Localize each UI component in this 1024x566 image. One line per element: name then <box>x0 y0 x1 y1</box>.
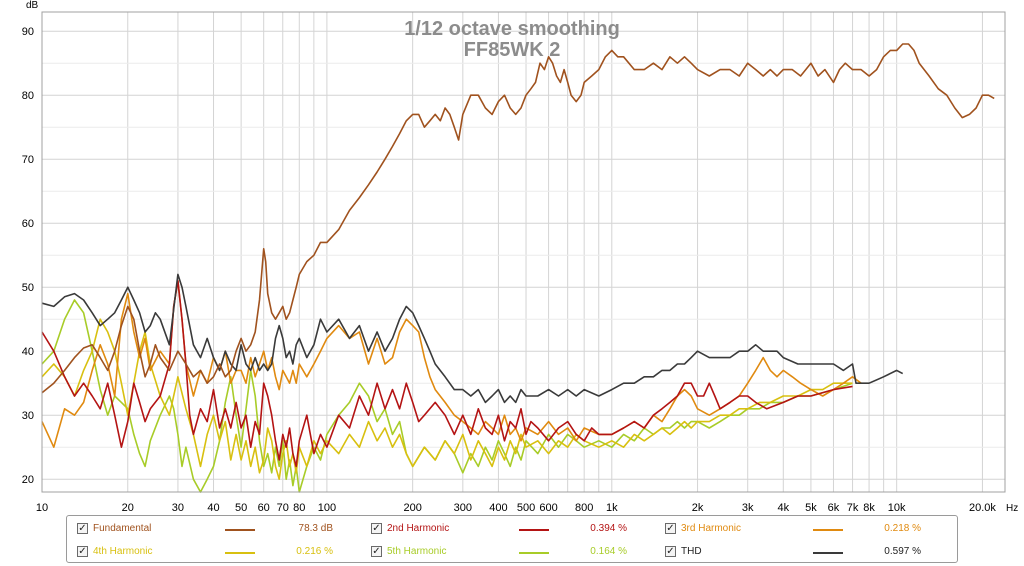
x-tick-label: 800 <box>575 502 593 514</box>
y-ticks: 20 30 40 50 60 70 80 90 <box>22 26 34 486</box>
legend-value: 78.3 dB <box>298 523 333 534</box>
x-tick-label: 300 <box>454 502 472 514</box>
x-tick-label: 1k <box>606 502 618 514</box>
x-tick-label: 200 <box>403 502 421 514</box>
y-tick-label: 70 <box>22 154 34 166</box>
legend-item-thd[interactable]: ✓ THD 0.597 % <box>665 544 945 560</box>
legend-label: Fundamental <box>93 523 152 534</box>
x-tick-label: 500 <box>517 502 535 514</box>
x-tick-label: 2k <box>692 502 704 514</box>
x-tick-label: 100 <box>318 502 336 514</box>
frequency-response-chart: dB 20 30 40 50 60 70 80 90 10 20 30 40 50 60 70 80 100 2… <box>22 0 1018 514</box>
legend-value: 0.216 % <box>296 546 333 557</box>
x-tick-label: 10k <box>888 502 906 514</box>
legend-checkbox[interactable]: ✓ <box>77 523 88 534</box>
x-tick-label: 80 <box>293 502 305 514</box>
x-ticks: 10 20 30 40 50 60 70 80 100 200 300 400 500 600 800 1k 2… <box>36 502 997 514</box>
legend-item-fundamental[interactable]: ✓ Fundamental 78.3 dB <box>77 521 357 537</box>
x-tick-label: 4k <box>777 502 789 514</box>
y-tick-label: 30 <box>22 410 34 422</box>
y-tick-label: 90 <box>22 26 34 38</box>
series-line-fundamental <box>41 43 995 394</box>
legend-checkbox[interactable]: ✓ <box>665 523 676 534</box>
y-unit-label: dB <box>26 0 39 11</box>
legend-value: 0.218 % <box>884 523 921 534</box>
legend-value: 0.394 % <box>590 523 627 534</box>
x-tick-label: 30 <box>172 502 184 514</box>
x-tick-label: 10 <box>36 502 48 514</box>
legend-checkbox[interactable]: ✓ <box>665 546 676 557</box>
chart-title: 1/12 octave smoothing <box>404 18 620 40</box>
x-tick-label: 8k <box>863 502 875 514</box>
legend-swatch <box>519 529 549 531</box>
x-tick-label: 5k <box>805 502 817 514</box>
legend-item-5th-harmonic[interactable]: ✓ 5th Harmonic 0.164 % <box>371 544 651 560</box>
legend-label: 4th Harmonic <box>93 546 153 557</box>
legend-label: 2nd Harmonic <box>387 523 450 534</box>
plot-frame <box>41 11 1006 493</box>
legend-checkbox[interactable]: ✓ <box>371 546 382 557</box>
chart-subtitle: FF85WK 2 <box>464 39 561 61</box>
legend-panel: ✓ Fundamental 78.3 dB ✓ 2nd Harmonic 0.394 % ✓… <box>66 515 958 563</box>
legend-checkbox[interactable]: ✓ <box>371 523 382 534</box>
x-tick-label: 20 <box>122 502 134 514</box>
legend-item-2nd-harmonic[interactable]: ✓ 2nd Harmonic 0.394 % <box>371 521 651 537</box>
legend-item-4th-harmonic[interactable]: ✓ 4th Harmonic 0.216 % <box>77 544 357 560</box>
legend-item-3rd-harmonic[interactable]: ✓ 3rd Harmonic 0.218 % <box>665 521 945 537</box>
legend-label: 3rd Harmonic <box>681 523 742 534</box>
x-tick-label: 70 <box>277 502 289 514</box>
x-unit-label: Hz <box>1006 503 1018 514</box>
y-tick-label: 80 <box>22 90 34 102</box>
x-tick-label: 60 <box>258 502 270 514</box>
y-tick-label: 20 <box>22 474 34 486</box>
legend-swatch <box>225 552 255 554</box>
legend-swatch <box>225 529 255 531</box>
legend-label: 5th Harmonic <box>387 546 447 557</box>
series-line-2nd-harmonic <box>41 280 853 468</box>
legend-value: 0.597 % <box>884 546 921 557</box>
x-tick-label: 3k <box>742 502 754 514</box>
legend-value: 0.164 % <box>590 546 627 557</box>
y-tick-label: 40 <box>22 346 34 358</box>
x-tick-label: 50 <box>235 502 247 514</box>
series-line-4th-harmonic <box>41 318 853 480</box>
x-tick-label: 20.0k <box>969 502 996 514</box>
x-tick-label: 600 <box>539 502 557 514</box>
legend-checkbox[interactable]: ✓ <box>77 546 88 557</box>
legend-swatch <box>813 529 843 531</box>
grid <box>41 12 1005 492</box>
x-tick-label: 400 <box>489 502 507 514</box>
x-tick-label: 6k <box>828 502 840 514</box>
y-tick-label: 60 <box>22 218 34 230</box>
legend-label: THD <box>681 546 702 557</box>
x-tick-label: 40 <box>207 502 219 514</box>
y-tick-label: 50 <box>22 282 34 294</box>
series-lines <box>41 43 995 493</box>
x-tick-label: 7k <box>847 502 859 514</box>
legend-swatch <box>519 552 549 554</box>
legend-swatch <box>813 552 843 554</box>
series-line-thd <box>41 273 904 404</box>
